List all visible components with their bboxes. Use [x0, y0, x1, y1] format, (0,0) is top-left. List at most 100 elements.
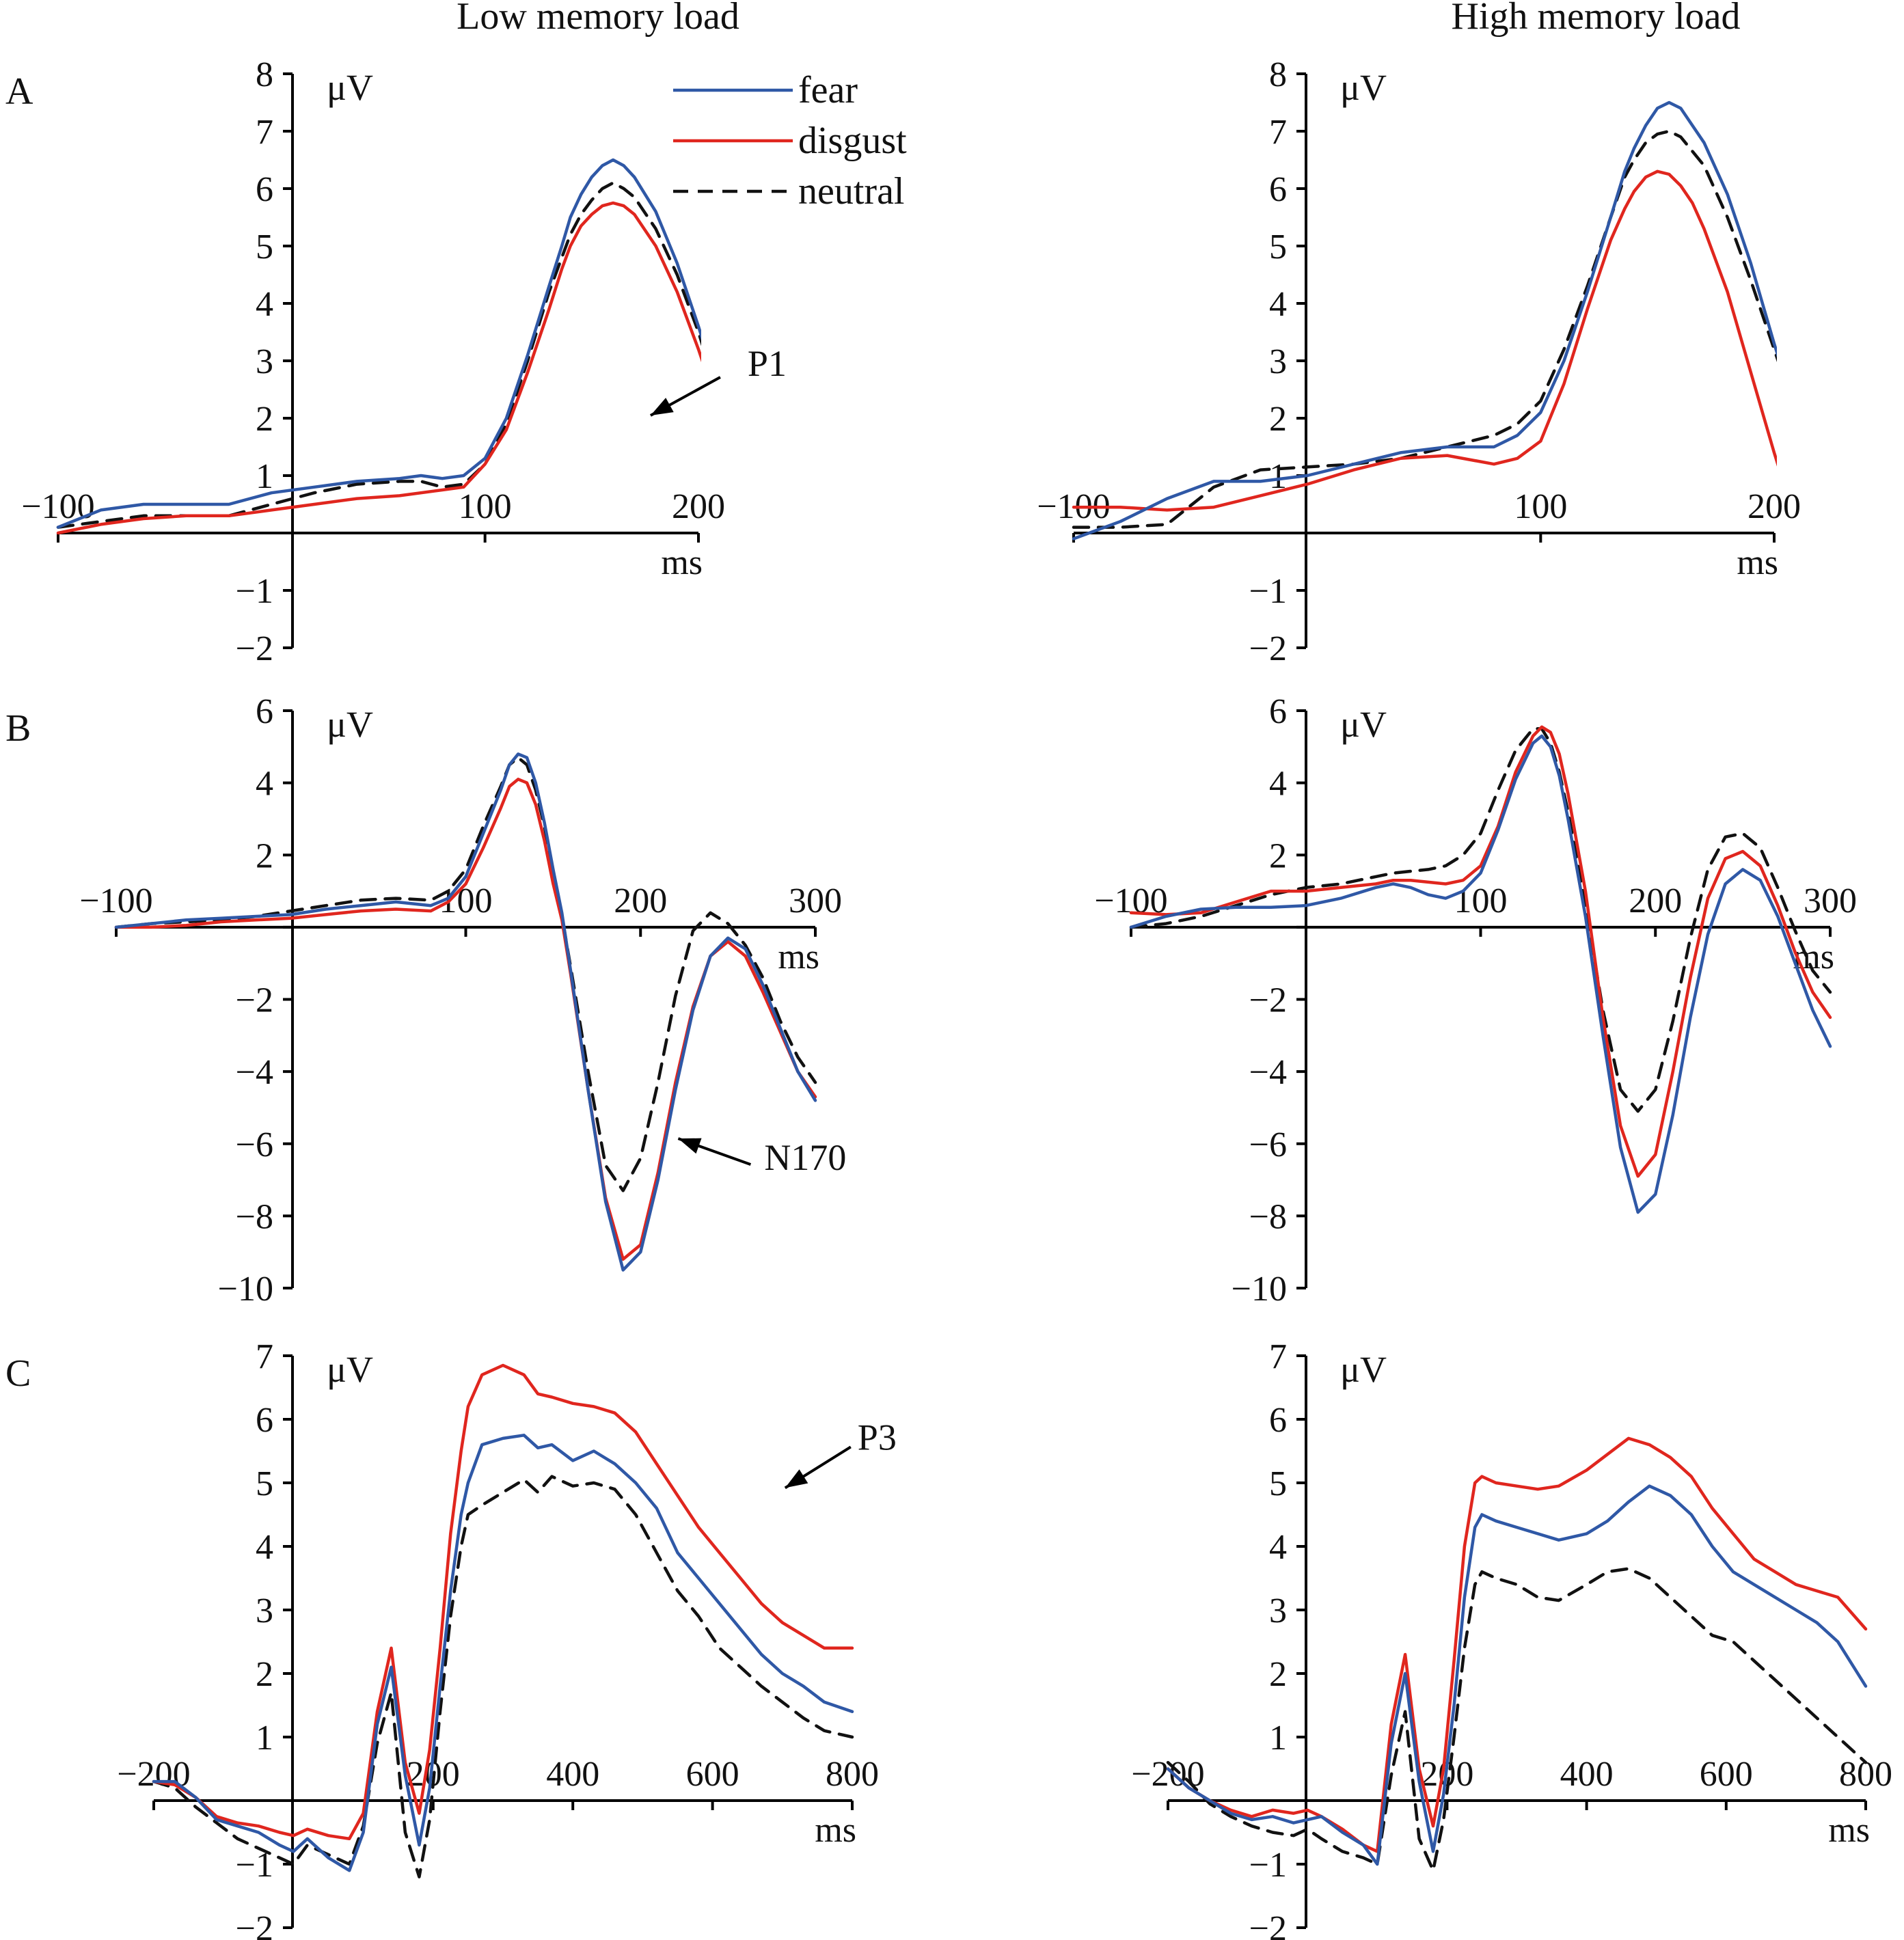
y-tick-label: −2 [236, 1909, 273, 1940]
y-tick-label: 1 [1269, 1719, 1287, 1758]
y-tick-label: 2 [1269, 400, 1287, 439]
y-tick-label: 7 [1269, 1337, 1287, 1376]
x-tick-label: 600 [1700, 1755, 1753, 1794]
x-tick-label: 800 [826, 1755, 879, 1794]
legend-label-fear: fear [798, 69, 858, 111]
y-unit-label: μV [327, 704, 373, 745]
y-tick-label: −2 [1249, 981, 1287, 1020]
y-tick-label: −6 [236, 1125, 273, 1164]
y-tick-label: 7 [256, 1337, 273, 1376]
y-tick-label: −8 [236, 1197, 273, 1236]
series-line-fear [114, 752, 817, 1272]
series-line-disgust [152, 1363, 854, 1841]
series-line-disgust [56, 201, 701, 535]
y-tick-label: 3 [256, 1591, 273, 1630]
x-tick-label: 400 [1560, 1755, 1614, 1794]
series-line-disgust [1166, 1436, 1868, 1853]
y-tick-label: 4 [1269, 765, 1287, 804]
y-tick-label: −1 [236, 572, 273, 611]
panel-a-low: A −2 −1 1 2 3 4 5 6 7 8 −100 100 200 μV ms P1 [5, 55, 787, 668]
series-line-disgust [1129, 725, 1832, 1178]
series-line-fear [1166, 1484, 1868, 1866]
x-tick-label: 300 [1804, 882, 1857, 920]
y-tick-label: 5 [1269, 1464, 1287, 1503]
y-unit-label: μV [1340, 67, 1387, 108]
x-tick-label: 300 [789, 882, 842, 920]
y-tick-label: −2 [1249, 1909, 1287, 1940]
x-tick-label: −100 [21, 487, 94, 526]
y-tick-label: 2 [1269, 1655, 1287, 1694]
series-line-neutral [56, 181, 701, 529]
y-tick-label: 4 [256, 1528, 273, 1567]
y-tick-label: 3 [256, 342, 273, 381]
series-line-fear [152, 1434, 854, 1872]
y-tick-label: 6 [256, 692, 273, 731]
x-tick-label: 100 [1454, 882, 1508, 920]
series-line-disgust [114, 778, 817, 1261]
y-tick-label: 7 [256, 113, 273, 152]
series-line-fear [1072, 100, 1777, 541]
y-unit-label: μV [327, 1349, 373, 1390]
x-tick-label: 200 [1629, 882, 1682, 920]
y-tick-label: −10 [218, 1270, 273, 1309]
series-line-neutral [1166, 1567, 1868, 1872]
y-tick-label: 6 [1269, 692, 1287, 731]
x-tick-label: 400 [546, 1755, 599, 1794]
column-title-high: High memory load [1451, 0, 1740, 38]
y-tick-label: 1 [256, 1719, 273, 1758]
y-tick-label: 8 [256, 55, 273, 94]
y-tick-label: 6 [1269, 170, 1287, 209]
series-line-disgust [1072, 169, 1777, 512]
y-tick-label: 6 [1269, 1401, 1287, 1440]
series-line-neutral [114, 756, 817, 1192]
annotation-label: P1 [748, 343, 787, 384]
row-label: B [5, 707, 31, 750]
y-tick-label: 7 [1269, 113, 1287, 152]
y-tick-label: −4 [1249, 1053, 1287, 1092]
y-tick-label: 4 [1269, 1528, 1287, 1567]
x-unit-label: ms [1737, 543, 1778, 582]
x-tick-label: 200 [1747, 487, 1801, 526]
x-tick-label: 100 [459, 487, 512, 526]
x-unit-label: ms [1828, 1811, 1870, 1850]
y-tick-label: −8 [1249, 1197, 1287, 1236]
y-tick-label: 4 [256, 765, 273, 804]
legend: fear disgust neutral [673, 69, 907, 213]
annotation-label: N170 [764, 1137, 846, 1178]
series-line-neutral [1072, 129, 1777, 529]
y-tick-label: 5 [256, 1464, 273, 1503]
y-tick-label: −2 [236, 981, 273, 1020]
row-label: A [5, 70, 33, 113]
y-tick-label: −2 [236, 629, 273, 668]
y-tick-label: 6 [256, 1401, 273, 1440]
series-line-neutral [1129, 727, 1832, 1113]
x-unit-label: ms [661, 543, 703, 582]
y-tick-label: −1 [1249, 572, 1287, 611]
x-tick-label: −100 [79, 882, 152, 920]
y-tick-label: 5 [256, 228, 273, 267]
y-tick-label: −6 [1249, 1125, 1287, 1164]
row-label: C [5, 1352, 31, 1395]
y-unit-label: μV [1340, 704, 1387, 745]
y-tick-label: 8 [1269, 55, 1287, 94]
annotation-arrowhead [785, 1469, 808, 1488]
y-tick-label: 4 [1269, 285, 1287, 324]
panels: A −2 −1 1 2 3 4 5 6 7 8 −100 100 200 μV ms P1 −2 −1 1 2 3 4 5 6 7… [5, 55, 1892, 1940]
x-tick-label: 600 [686, 1755, 739, 1794]
annotation-arrowhead [678, 1138, 702, 1154]
x-tick-label: 200 [672, 487, 725, 526]
annotation-arrowhead [650, 398, 674, 415]
y-tick-label: 3 [1269, 342, 1287, 381]
y-tick-label: −10 [1232, 1270, 1287, 1309]
series-line-fear [56, 158, 701, 529]
column-title-low: Low memory load [457, 0, 739, 38]
annotation-label: P3 [858, 1417, 897, 1458]
legend-label-disgust: disgust [798, 120, 907, 162]
series-line-fear [1129, 734, 1832, 1214]
y-tick-label: −4 [236, 1053, 273, 1092]
